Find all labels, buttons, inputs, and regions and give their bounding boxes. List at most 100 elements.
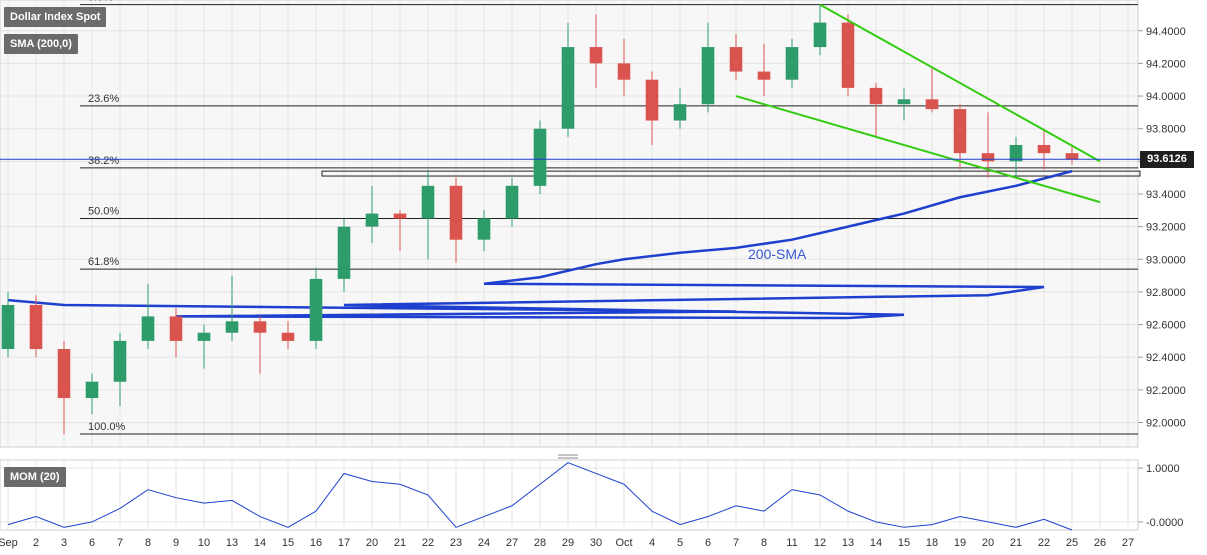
y-tick-label: 94.2000 — [1146, 58, 1186, 70]
candle-down — [169, 316, 183, 341]
momentum-line — [7, 462, 1073, 531]
x-tick-label: 10 — [198, 537, 210, 549]
sma-200-line — [7, 169, 1073, 320]
candle-up — [561, 47, 575, 129]
y-tick-label: 93.2000 — [1146, 222, 1186, 234]
resistance-zone — [321, 170, 1141, 177]
candle-down — [869, 87, 883, 105]
momentum-tick-label: 1.0000 — [1146, 463, 1180, 475]
y-tick-label: 92.4000 — [1146, 352, 1186, 364]
x-tick-label: 16 — [310, 537, 322, 549]
x-tick-label: 18 — [926, 537, 938, 549]
candle-down — [29, 304, 43, 350]
x-tick-label: 20 — [366, 537, 378, 549]
candle-down — [281, 332, 295, 341]
candle-up — [421, 185, 435, 219]
candle-up — [337, 226, 351, 279]
x-tick-label: 15 — [282, 537, 294, 549]
x-tick-label: 21 — [394, 537, 406, 549]
y-tick-label: 93.0000 — [1146, 254, 1186, 266]
x-tick-label: 9 — [173, 537, 179, 549]
x-tick-label: 3 — [61, 537, 67, 549]
x-tick-label: 14 — [870, 537, 882, 549]
trendlines — [735, 3, 1101, 204]
x-tick-label: 14 — [254, 537, 266, 549]
fib-level-label: 50.0% — [88, 205, 119, 217]
x-tick-label: 28 — [534, 537, 546, 549]
x-tick-label: 26 — [1094, 537, 1106, 549]
candle-up — [785, 47, 799, 80]
x-tick-label: 20 — [982, 537, 994, 549]
candle-up — [85, 381, 99, 399]
candle-down — [1065, 153, 1079, 160]
momentum-path — [7, 462, 1073, 531]
x-tick-label: Sep — [0, 537, 18, 549]
candle-up — [225, 321, 239, 333]
sma-annotation: 200-SMA — [748, 246, 807, 262]
candle-up — [1, 304, 15, 350]
x-tick-label: 6 — [89, 537, 95, 549]
candle-up — [505, 185, 519, 219]
fib-level-label: 61.8% — [88, 256, 119, 268]
x-tick-label: 11 — [786, 537, 797, 549]
momentum-gridlines — [0, 460, 1138, 530]
candle-down — [253, 321, 267, 333]
fib-level-label: 100.0% — [88, 421, 126, 433]
mom-indicator-label: MOM (20) — [4, 467, 66, 487]
x-tick-label: 23 — [450, 537, 462, 549]
x-tick-label: 29 — [562, 537, 574, 549]
x-tick-label: 19 — [954, 537, 966, 549]
y-tick-label: 94.0000 — [1146, 91, 1186, 103]
candle-down — [589, 47, 603, 64]
chart-title: Dollar Index Spot — [4, 7, 107, 27]
x-tick-label: 2 — [33, 537, 39, 549]
x-tick-label: 12 — [814, 537, 826, 549]
candle-down — [729, 47, 743, 72]
candle-up — [1009, 145, 1023, 162]
x-tick-label: 27 — [506, 537, 518, 549]
y-tick-label: 93.8000 — [1146, 124, 1186, 136]
candle-down — [757, 71, 771, 80]
candle-down — [925, 99, 939, 110]
candle-up — [813, 22, 827, 48]
x-tick-label: 25 — [1066, 537, 1078, 549]
candle-up — [701, 47, 715, 105]
date-x-axis: Sep 2 3 6 7 8 9 10 13 14 15 16 17 20 21 22 23 24 27 28 29 30 O… — [0, 537, 1134, 549]
x-tick-label: 17 — [338, 537, 350, 549]
panel-resize-handle[interactable] — [558, 454, 578, 459]
y-tick-label: 92.0000 — [1146, 418, 1186, 430]
x-tick-label: 24 — [478, 537, 490, 549]
candle-up — [141, 316, 155, 341]
candle-up — [309, 278, 323, 341]
candle-up — [365, 213, 379, 227]
momentum-panel — [0, 459, 1139, 531]
x-tick-label: 5 — [677, 537, 683, 549]
candle-up — [673, 104, 687, 121]
candle-down — [981, 153, 995, 162]
x-tick-label: 21 — [1010, 537, 1022, 549]
fib-level-label: 38.2% — [88, 155, 119, 167]
x-tick-label: 6 — [705, 537, 711, 549]
candle-up — [197, 332, 211, 341]
x-tick-label: 13 — [842, 537, 854, 549]
candle-down — [645, 79, 659, 121]
candle-down — [841, 22, 855, 88]
fibonacci-levels: 0.0% 23.6% 38.2% 50.0% 61.8% 100.0% — [80, 0, 1138, 435]
x-tick-label: 15 — [898, 537, 910, 549]
y-tick-label: 93.4000 — [1146, 189, 1186, 201]
candle-down — [617, 63, 631, 80]
candle-up — [897, 99, 911, 105]
resistance-zone-box — [321, 170, 1141, 177]
candle-down — [57, 349, 71, 399]
candle-down — [393, 213, 407, 219]
candle-up — [477, 218, 491, 240]
x-tick-label: 30 — [590, 537, 602, 549]
candle-down — [953, 109, 967, 154]
trendline — [819, 3, 1101, 163]
fib-level-label: 23.6% — [88, 93, 119, 105]
y-tick-label: 92.6000 — [1146, 320, 1186, 332]
x-tick-label: 27 — [1122, 537, 1134, 549]
y-tick-label: 92.8000 — [1146, 287, 1186, 299]
candle-down — [449, 185, 463, 240]
